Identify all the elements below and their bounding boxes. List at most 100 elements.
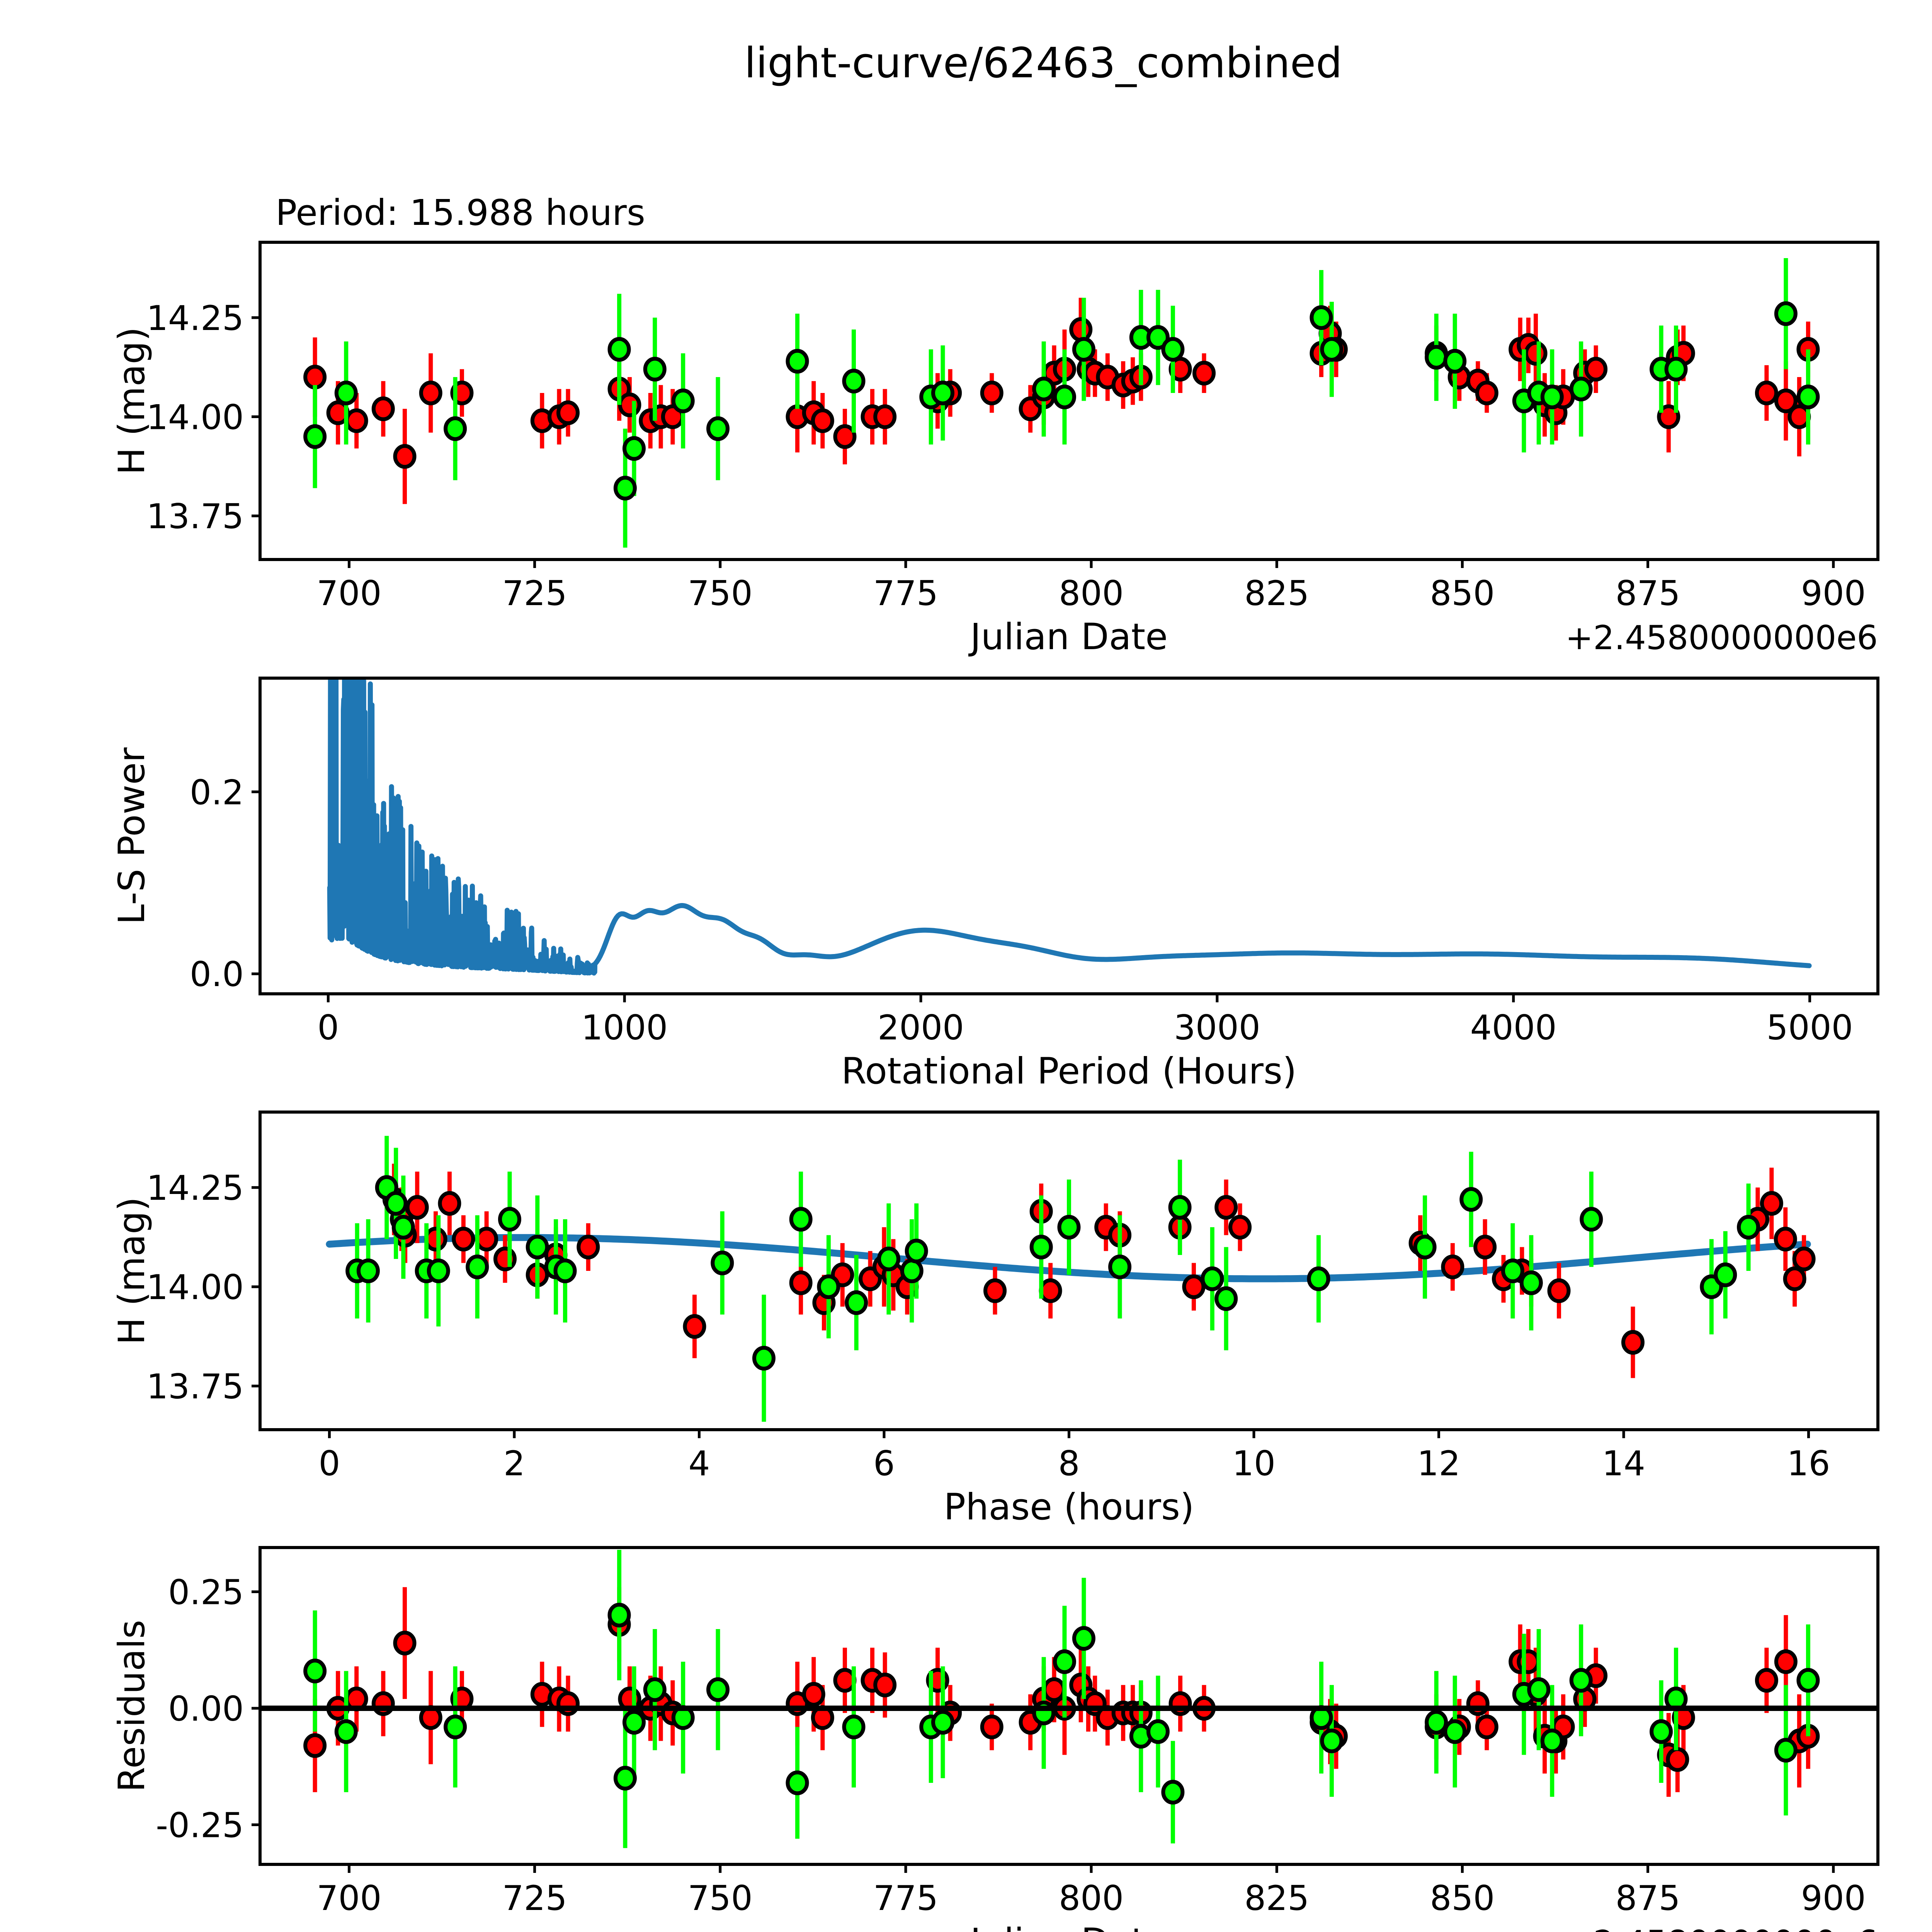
x-tick-label: 4000 — [1470, 1008, 1557, 1048]
y-axis-label: Residuals — [111, 1620, 153, 1792]
data-point — [752, 1346, 776, 1371]
y-axis-label: H (mag) — [111, 327, 153, 475]
x-tick-label: 900 — [1801, 1878, 1866, 1918]
data-point — [1569, 376, 1593, 401]
x-tick-label: 725 — [502, 1878, 567, 1918]
x-tick-label: 775 — [873, 1878, 938, 1918]
data-point — [466, 1254, 489, 1279]
axes-frame — [259, 241, 1879, 561]
x-tick-label: 14 — [1602, 1444, 1645, 1483]
x-tick-label: 850 — [1430, 573, 1495, 613]
y-tick-label: 13.75 — [146, 497, 244, 536]
y-axis-label: L-S Power — [111, 747, 153, 925]
data-point — [438, 1191, 461, 1216]
data-point — [1425, 345, 1448, 370]
panel-periodogram: 0 1000 2000 3000 4000 5000 0.0 0.2 Rotational Pe… — [111, 677, 1879, 1092]
data-point — [1307, 1266, 1330, 1291]
data-point — [371, 396, 395, 422]
y-tick-label: 0.2 — [190, 772, 244, 812]
data-point — [393, 444, 417, 469]
data-point — [618, 392, 641, 417]
data-point — [303, 1658, 327, 1684]
data-point — [613, 1765, 637, 1791]
data-point — [1540, 1728, 1564, 1753]
data-point — [1214, 1286, 1238, 1311]
data-point — [1569, 1668, 1593, 1693]
data-point — [1792, 1247, 1816, 1272]
x-axis-label: Julian Date — [968, 616, 1168, 658]
data-point — [711, 1250, 734, 1276]
data-point — [1796, 384, 1820, 410]
y-tick-label: 14.00 — [146, 398, 244, 437]
data-point — [1053, 1649, 1076, 1674]
panel-phasefold-data — [326, 1136, 1816, 1422]
data-point — [1108, 1254, 1132, 1279]
x-tick-label: 10 — [1232, 1444, 1276, 1483]
panel-residuals: 700 725 750 775 800 825 850 875 900 0.25 0.00 -0.25… — [111, 1546, 1879, 1932]
data-point — [1072, 337, 1095, 362]
data-point — [845, 1290, 868, 1315]
data-point — [1032, 376, 1056, 401]
data-point — [900, 1259, 923, 1283]
data-point — [1201, 1266, 1224, 1291]
data-point — [526, 1235, 549, 1260]
x-tick-label: 5000 — [1767, 1008, 1853, 1048]
y-tick-label: 0.00 — [168, 1689, 244, 1729]
data-point — [1527, 1677, 1551, 1702]
data-point — [1783, 1266, 1806, 1291]
y-tick-label: 14.00 — [146, 1267, 244, 1307]
data-point — [613, 476, 637, 501]
data-point — [303, 424, 327, 449]
data-point — [643, 357, 667, 382]
panel-periodogram-data — [327, 678, 1812, 976]
data-point — [873, 404, 897, 429]
data-point — [334, 380, 358, 405]
x-tick-label: 750 — [688, 573, 753, 613]
y-tick-label: 14.25 — [146, 298, 244, 338]
data-point — [1650, 1719, 1673, 1744]
x-tick-label: 825 — [1244, 573, 1309, 613]
data-point — [556, 400, 580, 425]
data-point — [1161, 337, 1185, 362]
data-point — [789, 1270, 813, 1295]
panel-residuals-data — [260, 1550, 1878, 1848]
data-point — [607, 1602, 631, 1628]
data-point — [1755, 1668, 1778, 1693]
data-point — [1057, 1214, 1081, 1240]
data-point — [1182, 1274, 1206, 1299]
data-point — [493, 1247, 517, 1272]
data-point — [873, 1672, 897, 1697]
data-point — [671, 388, 695, 413]
data-point — [1774, 301, 1798, 326]
data-point — [706, 416, 730, 441]
data-point — [1320, 337, 1344, 362]
data-point — [577, 1235, 600, 1260]
data-point — [1519, 1270, 1543, 1295]
x-axis-label: Phase (hours) — [944, 1486, 1194, 1528]
x-axis-offset-text: +2.4580000000e6 — [1565, 619, 1878, 657]
data-point — [1524, 341, 1548, 366]
data-point — [1755, 380, 1778, 405]
data-point — [1714, 1262, 1737, 1287]
data-point — [391, 1214, 415, 1240]
data-point — [1441, 1254, 1464, 1279]
data-point — [1228, 1214, 1252, 1240]
data-point — [905, 1238, 928, 1264]
data-point — [452, 1226, 475, 1252]
data-point — [931, 1710, 954, 1735]
x-tick-label: 875 — [1616, 1878, 1680, 1918]
data-point — [1547, 1278, 1571, 1303]
data-point — [1146, 325, 1170, 350]
data-point — [405, 1195, 429, 1220]
y-tick-label: 0.25 — [168, 1573, 244, 1612]
data-point — [1760, 1191, 1783, 1216]
x-tick-label: 2 — [503, 1444, 525, 1483]
data-point — [789, 1207, 813, 1232]
data-point — [1737, 1214, 1760, 1240]
x-tick-label: 0 — [318, 1444, 340, 1483]
data-point — [393, 1631, 417, 1656]
data-point — [786, 349, 809, 374]
y-tick-label: 0.0 — [190, 954, 244, 994]
data-point — [475, 1226, 498, 1252]
